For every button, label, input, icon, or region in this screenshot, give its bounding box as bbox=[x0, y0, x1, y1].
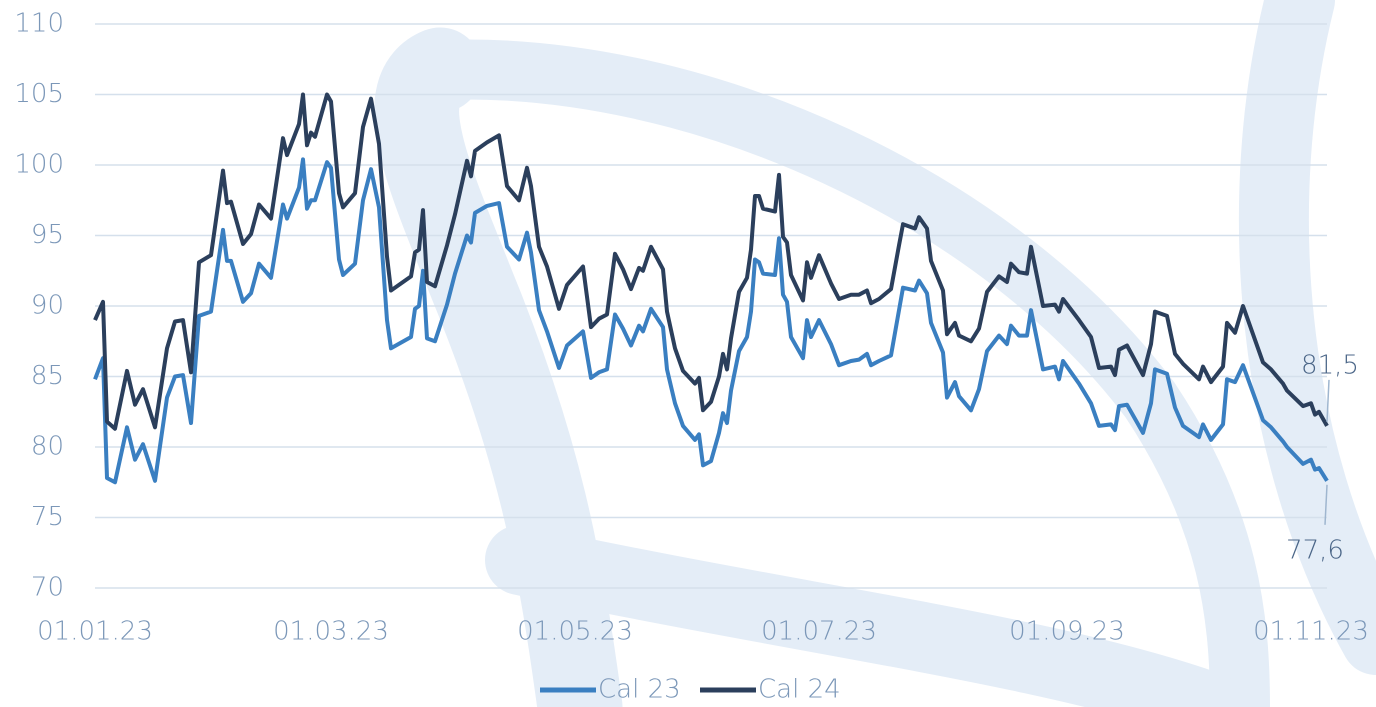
y-tick-label: 70 bbox=[31, 573, 64, 603]
y-tick-label: 110 bbox=[14, 9, 64, 39]
y-tick-label: 85 bbox=[31, 361, 64, 391]
x-tick-label: 01.01.23 bbox=[37, 617, 153, 647]
y-tick-label: 105 bbox=[14, 79, 64, 109]
y-tick-label: 90 bbox=[31, 291, 64, 321]
y-tick-label: 95 bbox=[31, 220, 64, 250]
x-tick-label: 01.03.23 bbox=[273, 617, 389, 647]
x-tick-label: 01.09.23 bbox=[1009, 617, 1125, 647]
background-decoration bbox=[374, 0, 1376, 707]
y-tick-label: 100 bbox=[14, 150, 64, 180]
legend-label: Cal 24 bbox=[758, 675, 841, 705]
end-value-label: 81,5 bbox=[1301, 350, 1359, 380]
series-line bbox=[93, 157, 1329, 485]
end-value-label: 77,6 bbox=[1286, 535, 1344, 565]
series-line bbox=[93, 92, 1329, 431]
legend-label: Cal 23 bbox=[598, 675, 681, 705]
label-leader bbox=[1324, 484, 1328, 525]
x-tick-label: 01.05.23 bbox=[517, 617, 633, 647]
y-tick-label: 75 bbox=[31, 502, 64, 532]
label-leader bbox=[1326, 379, 1330, 422]
x-tick-label: 01.07.23 bbox=[761, 617, 877, 647]
y-tick-label: 80 bbox=[31, 432, 64, 462]
x-tick-label: 01.11.23 bbox=[1253, 617, 1369, 647]
